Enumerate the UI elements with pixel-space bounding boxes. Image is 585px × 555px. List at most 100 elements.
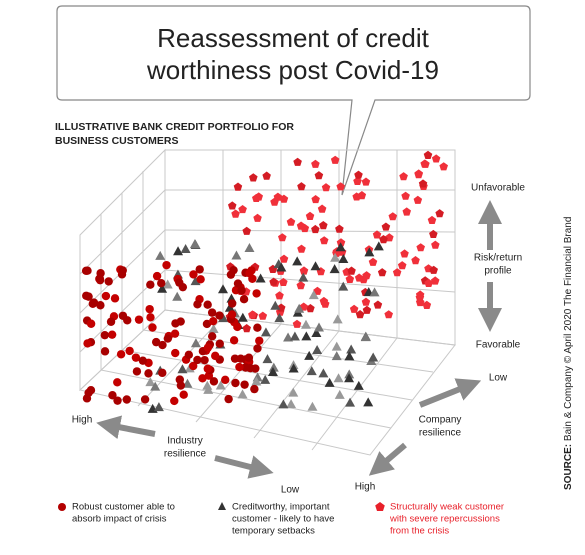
robust-customer [233,322,242,332]
creditworthy-customer [224,302,235,312]
weak-customer [424,278,433,287]
weak-customer [373,300,383,309]
robust-customer [207,332,217,341]
creditworthy-customer [338,253,349,263]
weak-customer [279,254,289,263]
creditworthy-customer [157,283,168,293]
weak-customer [300,223,310,233]
weak-customer [314,171,324,180]
robust-customer [200,355,209,365]
weak-customer [330,155,340,164]
weak-customer [354,273,364,282]
weak-customer [242,324,251,333]
weak-customer [296,281,306,290]
weak-customer [242,226,251,235]
wireframe [78,148,456,456]
legend-text: with severe repercussions [389,514,500,525]
robust-customer [145,304,154,314]
weak-customer [400,249,409,258]
legend-text: Structurally weak customer [390,502,504,513]
robust-customer [84,292,93,301]
weak-customer [297,244,306,253]
robust-customer [132,367,142,376]
creditworthy-customer [364,247,375,257]
weak-customer [270,197,279,206]
weak-customer [355,310,365,319]
robust-customer [104,277,113,286]
robust-customer [170,329,180,338]
robust-customer [229,336,239,345]
robust-customer [215,339,224,348]
weak-customer [411,256,420,265]
robust-customer [152,271,162,281]
creditworthy-customer [331,351,342,361]
robust-customer [231,378,240,388]
weak-customer [399,172,408,181]
weak-customer [275,291,284,300]
title-line: worthiness post Covid-19 [146,55,439,85]
weak-customer [362,271,371,280]
robust-customer [144,369,153,378]
weak-customer [306,304,315,313]
axis-label: High [72,415,93,426]
robust-customer [100,347,110,356]
creditworthy-customer [332,314,343,324]
weak-customer [416,243,425,252]
weak-customer [429,229,438,238]
weak-customer [299,266,309,275]
source: SOURCE: Bain & Company © April 2020 The … [563,217,574,490]
robust-customer [146,313,155,322]
robust-customer [248,274,257,283]
weak-customer [262,171,271,180]
weak-customer [233,182,243,191]
robust-customer [198,374,207,383]
robust-customer [131,353,141,362]
robust-customer [100,330,109,340]
creditworthy-customer [298,272,309,282]
legend-text: Creditworthy, important [232,502,330,513]
weak-customer [379,235,388,244]
weak-customer [321,299,330,308]
creditworthy-customer [251,376,262,386]
robust-customer [125,346,134,356]
creditworthy-customer [344,351,355,361]
robust-customer [253,344,262,353]
weak-customer [347,266,356,275]
weak-customer [402,207,411,216]
axis-label: Low [281,485,300,496]
creditworthy-customer [202,380,213,390]
robust-customer [146,280,155,289]
robust-customer [252,289,261,298]
weak-customer [293,157,302,166]
axis-label: Low [489,373,508,384]
weak-customer [420,159,429,168]
axis-label: High [355,482,376,493]
creditworthy-customer [208,323,219,333]
creditworthy-customer [180,244,191,254]
robust-customer [138,356,148,365]
creditworthy-customer [373,241,384,251]
robust-customer [196,275,205,284]
creditworthy-customer [331,341,342,351]
robust-customer [215,311,224,320]
creditworthy-customer [189,238,200,248]
creditworthy-customer [304,350,315,360]
creditworthy-customer [311,327,322,337]
weak-customer [431,240,440,249]
robust-customer [134,315,144,324]
creditworthy-customer [301,331,312,341]
weak-customer [305,211,315,220]
robust-customer [107,330,117,339]
weak-customer [435,209,444,218]
robust-customer [96,301,105,310]
robust-customer [241,363,250,372]
robust-customer [118,311,128,320]
weak-customer [362,305,372,314]
weak-customer [231,209,240,218]
weak-customer [414,170,423,179]
weak-customer [286,217,296,226]
robust-customer [162,260,171,270]
creditworthy-customer [237,389,248,399]
robust-customer [208,316,218,326]
